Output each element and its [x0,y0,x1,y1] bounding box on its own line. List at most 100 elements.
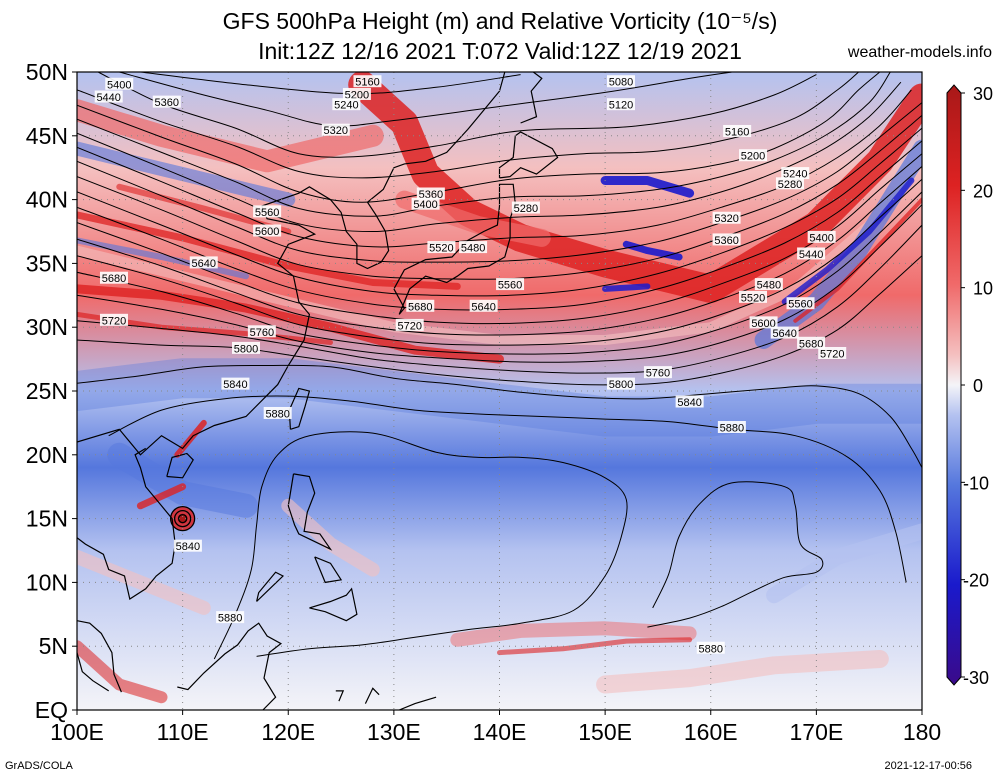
contour-5320 [77,81,902,233]
contour-label: 5720 [820,348,844,360]
contour-5360 [77,89,912,248]
contour-label: 5240 [334,100,358,112]
vorticity-band [77,237,249,280]
contour-label-bg [786,297,815,310]
software-credit: GrADS/COLA [5,760,73,772]
contour-label-bg [152,95,181,108]
contour-5480 [77,127,922,297]
contour-5200 [77,72,859,179]
vorticity-band [77,211,461,290]
contour-label-bg [606,377,635,390]
vortex-contour [173,509,192,528]
lat-tick-label-45N: 45N [26,123,68,149]
contour-label: 5800 [609,379,633,391]
contour-label-bg [754,278,783,291]
lon-tick-label-140E: 140E [473,719,527,745]
contour-label-bg [606,98,635,111]
colorbar-label: -30 [963,668,989,688]
vorticity-band [450,621,697,647]
lat-tick-label-35N: 35N [26,250,68,276]
contour-label: 5520 [429,243,453,255]
contour-label: 5560 [498,280,522,292]
contour-label-bg [739,149,767,162]
vorticity-band [600,176,695,198]
lat-tick-label-40N: 40N [26,187,68,213]
contour-label: 5280 [514,203,538,215]
contour-label-bg [723,124,752,137]
colorbar-label: 10 [973,279,993,299]
contour-label: 5480 [461,243,485,255]
contour-label: 5480 [757,280,781,292]
contour-label: 5360 [155,97,179,109]
contour-5440 [77,115,922,280]
contour-label-bg [189,256,218,269]
coastline [77,620,122,693]
lon-tick-label-100E: 100E [50,719,104,745]
contour-label: 5880 [265,408,289,420]
contour-5880 [108,395,907,583]
coastline [166,452,194,479]
contour-label: 5680 [408,301,432,313]
contour-label: 5160 [355,77,379,89]
lon-tick-label-180: 180 [903,719,941,745]
colorbar: 30 20 10 0 -10 -20 -30 [946,84,993,688]
vorticity-band [116,183,292,235]
coastline [177,622,282,710]
contour-label: 5200 [741,151,765,163]
contour-label-bg [712,211,741,224]
contour-5520 [77,140,922,311]
vorticity-band [781,177,915,305]
vorticity-band [281,498,380,577]
contour-label: 5320 [714,213,738,225]
contour-label: 5520 [741,292,765,304]
contour-label-bg [247,325,276,338]
contour-label: 5080 [609,77,633,89]
contour-label: 5280 [778,179,802,191]
vortex-contour [177,513,188,524]
contour-5640 [77,178,922,346]
contour-label: 5840 [677,397,701,409]
lat-tick-label-50N: 50N [26,59,68,85]
vorticity-band [77,640,168,704]
contour-label-bg [253,224,282,237]
contour-label-bg [221,377,250,390]
contour-label-bg [216,611,245,624]
contour-label-bg [797,336,826,349]
contour-label-bg [781,167,810,180]
vorticity-band [497,637,693,656]
contour-label: 5760 [646,368,670,380]
contour-label-bg [469,299,498,312]
vorticity-band [77,358,922,437]
contour-label: 5880 [218,613,242,625]
contour-label-bg [342,87,371,100]
contour-label-bg [253,205,282,218]
coastline [256,571,285,602]
contour-label: 5720 [397,320,421,332]
contour-label: 5160 [725,126,749,138]
coastline [335,690,345,702]
contour-label-bg [643,366,672,379]
contour-label-bg [99,313,128,326]
coastline [77,652,110,692]
colorbar-label: 0 [973,376,983,396]
site-credit: weather-models.info [847,44,992,61]
vorticity-band [754,139,922,349]
graticule [77,72,922,710]
lat-tick-label-15N: 15N [26,506,68,532]
lon-tick-label-150E: 150E [578,719,632,745]
contour-label-bg [263,406,292,419]
contour-label-bg [606,75,635,88]
lat-tick-label-10N: 10N [26,569,68,595]
contour-label-bg [797,247,826,260]
contour-label-bg [511,201,540,214]
vortex-core [177,513,188,524]
contour-label: 5640 [772,328,796,340]
coastline [520,72,543,124]
contour-5120 [119,72,732,127]
contour-label: 5880 [699,643,723,655]
contour-label-bg [807,230,836,243]
coastline [77,72,506,456]
vorticity-band [793,197,922,323]
contour-label-bg [173,539,202,552]
lat-tick-label-30N: 30N [26,314,68,340]
